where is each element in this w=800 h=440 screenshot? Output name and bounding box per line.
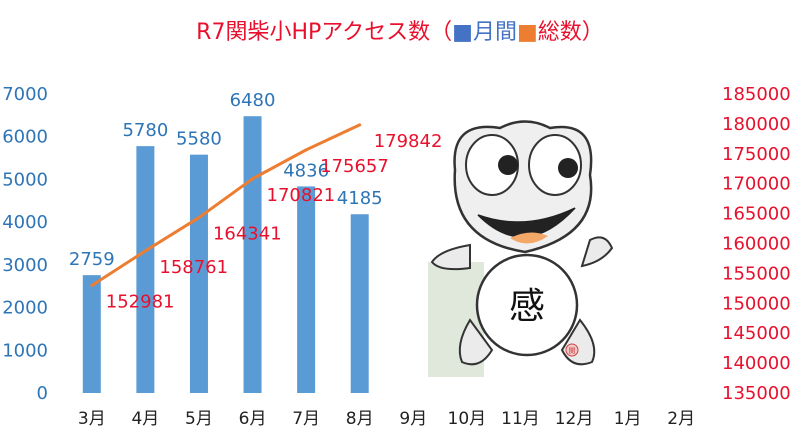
left-axis-tick-label: 2000 xyxy=(2,298,48,319)
total-line-series xyxy=(90,123,362,287)
total-legend-marker: ■ xyxy=(516,20,538,45)
left-axis-tick-label: 7000 xyxy=(2,84,48,105)
bar xyxy=(297,186,316,393)
right-axis-tick-label: 135000 xyxy=(722,383,791,404)
frog-right-pupil xyxy=(558,158,578,178)
line-point xyxy=(358,123,362,127)
frog-tongue xyxy=(510,232,548,244)
mascot-seal xyxy=(565,343,579,357)
total-legend-label: 総数 xyxy=(537,20,582,45)
frog-left-pupil xyxy=(498,155,518,175)
x-axis-tick-label: 6月 xyxy=(239,409,267,429)
title-prefix: R7関柴小HPアクセス数（ xyxy=(196,20,453,45)
line-data-labels: 152981 158761 164341 170821 175657 179842 xyxy=(106,131,443,313)
bar xyxy=(82,275,101,393)
mascot-seal-character: 関 xyxy=(569,347,576,355)
bar-value-label: 5780 xyxy=(122,120,168,141)
frog-mascot-illustration: 感 関 xyxy=(428,120,614,377)
total-line xyxy=(90,123,361,287)
frog-body-badge xyxy=(475,253,579,357)
bar xyxy=(350,214,369,393)
left-axis-tick-label: 0 xyxy=(37,383,48,404)
frog-left-leg xyxy=(458,318,494,366)
line-value-label: 179842 xyxy=(374,131,443,152)
line-value-label: 175657 xyxy=(320,156,389,177)
left-axis-tick-label: 1000 xyxy=(2,340,48,361)
right-axis: 135000 140000 145000 150000 155000 160000 1650… xyxy=(722,84,791,404)
right-axis-tick-label: 185000 xyxy=(722,84,791,105)
line-point xyxy=(197,216,201,220)
right-axis-tick-label: 160000 xyxy=(722,234,791,255)
bar-value-label: 4836 xyxy=(283,160,329,181)
line-value-label: 152981 xyxy=(106,291,175,312)
left-axis-tick-label: 6000 xyxy=(2,127,48,148)
bar xyxy=(243,116,262,393)
x-axis-tick-label: 5月 xyxy=(185,409,213,429)
x-axis-tick-label: 8月 xyxy=(346,409,374,429)
x-axis-tick-label: 9月 xyxy=(399,409,427,429)
x-axis-tick-label: 2月 xyxy=(667,409,695,429)
line-value-label: 170821 xyxy=(267,185,336,206)
monthly-legend-marker: ■ xyxy=(452,20,473,45)
x-axis-tick-label: 1月 xyxy=(614,409,642,429)
right-axis-tick-label: 175000 xyxy=(722,144,791,165)
right-axis-tick-label: 165000 xyxy=(722,204,791,225)
x-axis-tick-label: 12月 xyxy=(555,409,594,429)
bar xyxy=(136,146,155,393)
bar-value-label: 5580 xyxy=(176,129,222,150)
left-axis-tick-label: 3000 xyxy=(2,255,48,276)
frog-mouth xyxy=(477,207,576,238)
right-axis-tick-label: 150000 xyxy=(722,293,791,314)
bar-value-label: 4185 xyxy=(337,188,383,209)
left-axis-tick-label: 4000 xyxy=(2,212,48,233)
right-axis-tick-label: 145000 xyxy=(722,323,791,344)
x-axis: 3月 4月 5月 6月 7月 8月 9月 10月 11月 12月 1月 2月 xyxy=(78,409,695,429)
title-suffix: ） xyxy=(581,20,604,45)
right-axis-tick-label: 170000 xyxy=(722,174,791,195)
left-axis-tick-label: 5000 xyxy=(2,169,48,190)
monthly-legend-label: 月間 xyxy=(472,20,517,45)
bar-value-label: 6480 xyxy=(230,90,276,111)
right-axis-tick-label: 140000 xyxy=(722,353,791,374)
bar-data-labels: 2759 5780 5580 6480 4836 4185 xyxy=(69,90,383,270)
x-axis-tick-label: 3月 xyxy=(78,409,106,429)
x-axis-tick-label: 11月 xyxy=(501,409,540,429)
frog-right-eye xyxy=(528,134,582,196)
left-axis: 0 1000 2000 3000 4000 5000 6000 7000 xyxy=(2,84,48,404)
line-value-label: 164341 xyxy=(213,224,282,245)
line-point xyxy=(251,177,255,181)
x-axis-tick-label: 4月 xyxy=(131,409,159,429)
line-point xyxy=(90,283,94,287)
x-axis-tick-label: 10月 xyxy=(448,409,487,429)
right-axis-tick-label: 180000 xyxy=(722,114,791,135)
x-axis-tick-label: 7月 xyxy=(292,409,320,429)
line-value-label: 158761 xyxy=(159,257,228,278)
frog-right-arm xyxy=(580,236,614,268)
line-point xyxy=(304,148,308,152)
frog-left-arm xyxy=(430,243,471,271)
line-point xyxy=(143,249,147,253)
chart-title: R7関柴小HPアクセス数（■月間■総数） xyxy=(0,14,800,46)
right-axis-tick-label: 155000 xyxy=(722,263,791,284)
bar-value-label: 2759 xyxy=(69,249,115,270)
badge-character: 感 xyxy=(509,286,545,327)
